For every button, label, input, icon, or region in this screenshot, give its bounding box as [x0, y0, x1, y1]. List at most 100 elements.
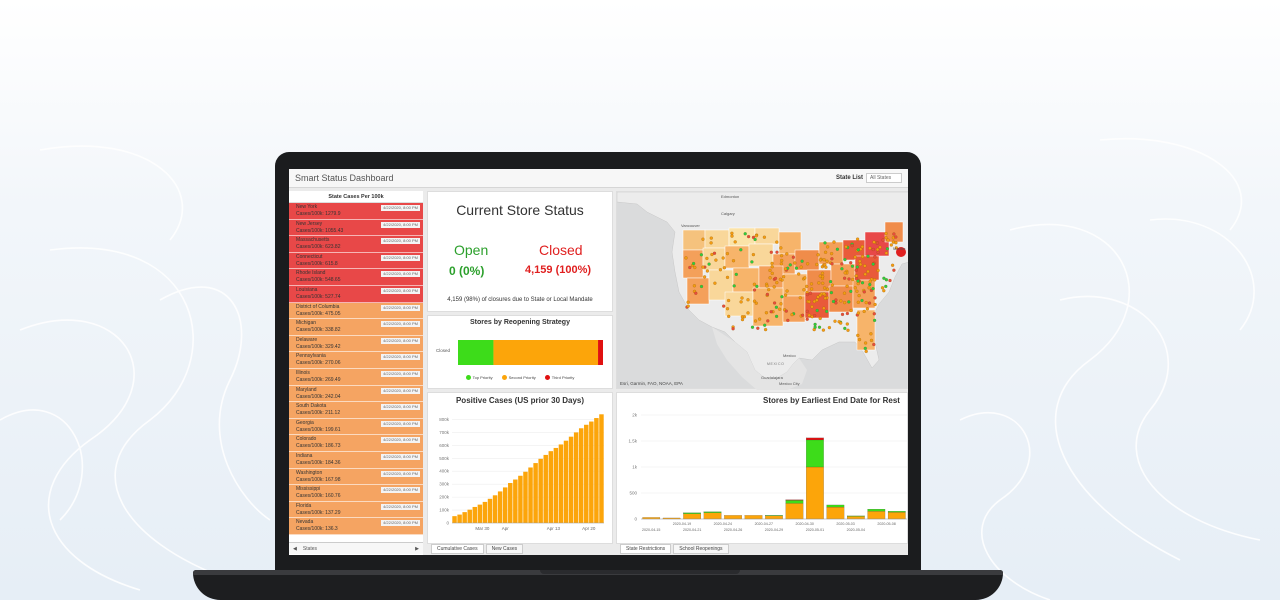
end-bar-second-priority[interactable] [703, 512, 722, 520]
store-pin[interactable] [873, 278, 877, 282]
store-pin[interactable] [770, 261, 774, 266]
store-pin[interactable] [862, 309, 866, 314]
store-pin[interactable] [764, 311, 768, 315]
reopen-bar-third-priority[interactable] [598, 340, 603, 365]
store-pin[interactable] [876, 250, 880, 255]
store-pin[interactable] [884, 251, 888, 255]
state-list-item[interactable]: New York Cases/100k: 1279.9 4/22/2020, 8:0… [289, 203, 423, 220]
store-pin[interactable] [756, 326, 760, 330]
end-bar-second-priority[interactable] [765, 515, 783, 520]
state-list-item[interactable]: Georgia Cases/100k: 199.61 4/22/2020, 8:00… [289, 418, 423, 436]
store-pin[interactable] [816, 295, 820, 299]
store-pin[interactable] [763, 323, 767, 327]
store-pin[interactable] [726, 298, 731, 303]
store-pin[interactable] [830, 257, 834, 261]
store-pin[interactable] [869, 338, 874, 342]
store-pin[interactable] [863, 264, 867, 268]
store-pin[interactable] [775, 240, 779, 244]
end-bar-second-priority[interactable] [806, 466, 824, 520]
store-pin[interactable] [718, 268, 723, 272]
store-pin[interactable] [782, 275, 786, 279]
store-pin[interactable] [865, 307, 869, 311]
end-bar-second-priority[interactable] [683, 513, 701, 520]
store-pin[interactable] [871, 262, 875, 266]
store-pin[interactable] [817, 281, 821, 285]
end-bar-second-priority[interactable] [785, 503, 804, 520]
store-pin[interactable] [862, 290, 866, 294]
store-pin[interactable] [785, 252, 789, 256]
store-pin[interactable] [805, 309, 809, 314]
store-pin[interactable] [866, 269, 870, 274]
cases-bar[interactable] [513, 479, 518, 523]
store-pin[interactable] [800, 259, 804, 263]
store-pin[interactable] [825, 259, 829, 263]
store-pin[interactable] [762, 235, 766, 239]
end-bar-top-priority[interactable] [847, 515, 865, 517]
legend-second-priority[interactable]: Second Priority [501, 375, 536, 380]
store-pin[interactable] [829, 279, 833, 284]
store-pin[interactable] [884, 231, 888, 236]
store-pin[interactable] [824, 250, 828, 254]
store-pin[interactable] [773, 276, 778, 281]
store-pin[interactable] [755, 284, 759, 289]
store-pin[interactable] [817, 325, 822, 329]
tab-state-restrictions[interactable]: State Restrictions [620, 544, 672, 554]
end-bar-second-priority[interactable] [887, 512, 906, 520]
store-pin[interactable] [843, 276, 847, 280]
store-pin[interactable] [774, 305, 778, 309]
end-bar-top-priority[interactable] [703, 511, 722, 513]
store-pin[interactable] [853, 286, 857, 290]
store-pin[interactable] [701, 265, 705, 269]
state-list-item[interactable]: Illinois Cases/100k: 269.49 4/22/2020, 8:0… [289, 368, 423, 386]
map-canvas[interactable]: Edmonton Calgary Vancouver Montre Mexico… [617, 192, 908, 390]
store-pin[interactable] [864, 341, 868, 345]
store-pin[interactable] [876, 247, 880, 252]
state-list-item[interactable]: District of Columbia Cases/100k: 475.05 4/… [289, 302, 423, 320]
store-pin[interactable] [851, 277, 855, 282]
store-pin[interactable] [840, 312, 845, 317]
store-pin[interactable] [809, 282, 814, 286]
store-pin[interactable] [830, 283, 834, 287]
store-pin[interactable] [869, 332, 873, 336]
store-pin[interactable] [825, 287, 830, 291]
store-pin[interactable] [889, 243, 893, 247]
store-pin[interactable] [780, 295, 784, 299]
store-pin[interactable] [843, 257, 847, 262]
reopen-bar-second-priority[interactable] [493, 340, 599, 365]
store-pin[interactable] [878, 245, 882, 249]
state-list-item[interactable]: Mississippi Cases/100k: 160.76 4/22/2020, … [289, 485, 423, 502]
store-pin[interactable] [746, 311, 750, 315]
store-pin[interactable] [775, 314, 779, 319]
store-pin[interactable] [856, 237, 860, 241]
store-pin[interactable] [769, 310, 773, 314]
tab-school-reopenings[interactable]: School Reopenings [673, 544, 729, 554]
store-pin[interactable] [815, 308, 819, 313]
end-bar-second-priority[interactable] [826, 506, 845, 520]
cases-bar[interactable] [538, 458, 543, 523]
cases-bar[interactable] [589, 421, 594, 523]
store-pin[interactable] [858, 262, 863, 267]
store-pin[interactable] [847, 277, 851, 281]
store-pin[interactable] [843, 271, 847, 275]
store-pin[interactable] [833, 319, 837, 323]
cases-bar[interactable] [573, 432, 579, 523]
store-pin[interactable] [772, 285, 776, 289]
cases-bar[interactable] [563, 440, 569, 523]
store-pin[interactable] [821, 281, 825, 285]
store-pin[interactable] [846, 328, 850, 332]
store-pin[interactable] [813, 314, 817, 318]
store-pin[interactable] [882, 276, 886, 280]
store-pin[interactable] [832, 240, 836, 244]
store-pin[interactable] [856, 248, 860, 252]
store-pin[interactable] [775, 280, 779, 285]
cases-bar[interactable] [452, 516, 457, 523]
store-pin[interactable] [779, 246, 783, 250]
store-pin[interactable] [843, 300, 847, 305]
store-pin[interactable] [894, 246, 898, 250]
store-pin[interactable] [801, 313, 805, 317]
state-list-item[interactable]: Nevada Cases/100k: 136.3 4/22/2020, 8:00 P… [289, 518, 423, 535]
store-pin[interactable] [823, 296, 827, 300]
store-pin[interactable] [850, 243, 854, 248]
store-pin[interactable] [873, 296, 877, 300]
store-pin[interactable] [784, 293, 788, 297]
